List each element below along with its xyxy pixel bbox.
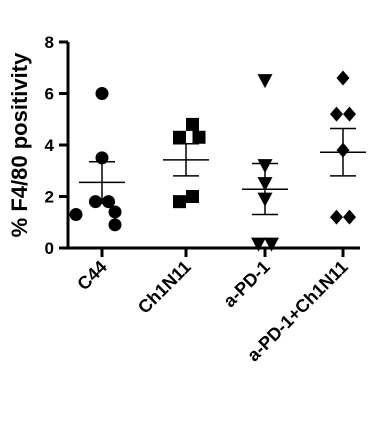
data-point-diamond bbox=[343, 209, 356, 225]
data-point-square bbox=[186, 117, 199, 131]
data-point-circle bbox=[108, 205, 122, 219]
data-point-diamond bbox=[336, 70, 350, 86]
x-tick-label: C44 bbox=[73, 257, 110, 294]
data-point-diamond bbox=[330, 106, 343, 122]
y-tick-label: 2 bbox=[45, 188, 54, 207]
y-tick-label: 8 bbox=[45, 33, 54, 52]
data-point-circle bbox=[89, 195, 102, 209]
y-tick-label: 0 bbox=[45, 239, 54, 258]
x-tick-label: Ch1N11 bbox=[134, 257, 195, 318]
data-point-triangle bbox=[257, 74, 273, 89]
data-points bbox=[69, 70, 356, 252]
y-axis: 0 2 4 6 8 bbox=[45, 33, 70, 258]
data-point-square bbox=[186, 190, 199, 203]
data-point-circle bbox=[102, 195, 115, 209]
data-point-diamond bbox=[343, 106, 356, 122]
data-point-circle bbox=[95, 87, 109, 100]
data-point-circle bbox=[108, 218, 122, 232]
data-point-square bbox=[192, 130, 206, 144]
error-bars bbox=[79, 127, 366, 216]
x-axis: C44 Ch1N11 a-PD-1a-PD-1+Ch1N11 bbox=[68, 246, 360, 365]
data-point-diamond bbox=[330, 209, 343, 225]
data-point-triangle bbox=[251, 237, 266, 252]
data-point-square bbox=[173, 195, 186, 209]
x-tick-label: a-PD-1 bbox=[219, 257, 273, 311]
data-point-circle bbox=[69, 208, 83, 222]
y-tick-label: 4 bbox=[45, 136, 55, 155]
y-tick-label: 6 bbox=[45, 85, 54, 104]
y-axis-label: % F4/80 positivity bbox=[7, 52, 32, 237]
data-point-triangle bbox=[264, 237, 279, 252]
data-point-square bbox=[173, 130, 186, 144]
